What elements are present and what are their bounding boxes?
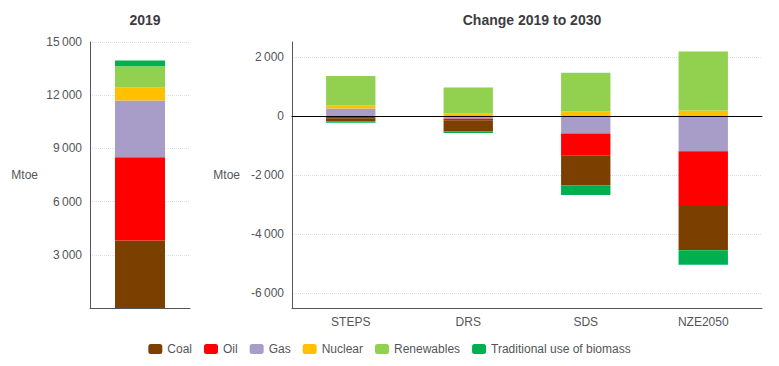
svg-text:0: 0 [277, 109, 284, 123]
svg-text:SDS: SDS [573, 315, 598, 329]
svg-text:6 000: 6 000 [53, 195, 82, 209]
svg-text:2019: 2019 [129, 12, 160, 28]
svg-text:Nuclear: Nuclear [322, 342, 363, 356]
svg-text:Mtoe: Mtoe [213, 168, 240, 182]
svg-text:Renewables: Renewables [394, 342, 460, 356]
svg-text:Mtoe: Mtoe [11, 168, 38, 182]
svg-text:STEPS: STEPS [331, 315, 370, 329]
svg-text:Traditional use of biomass: Traditional use of biomass [491, 342, 631, 356]
svg-text:12 000: 12 000 [46, 88, 82, 102]
svg-text:2 000: 2 000 [255, 50, 284, 64]
svg-text:15 000: 15 000 [46, 35, 82, 49]
svg-text:Oil: Oil [223, 342, 238, 356]
svg-text:-4 000: -4 000 [251, 227, 284, 241]
svg-text:3 000: 3 000 [53, 248, 82, 262]
svg-text:9 000: 9 000 [53, 141, 82, 155]
svg-text:Change 2019 to 2030: Change 2019 to 2030 [463, 12, 602, 28]
svg-text:-6 000: -6 000 [251, 286, 284, 300]
svg-text:-2 000: -2 000 [251, 168, 284, 182]
svg-text:NZE2050: NZE2050 [678, 315, 729, 329]
svg-text:Gas: Gas [269, 342, 291, 356]
svg-text:DRS: DRS [456, 315, 481, 329]
svg-text:Coal: Coal [167, 342, 192, 356]
